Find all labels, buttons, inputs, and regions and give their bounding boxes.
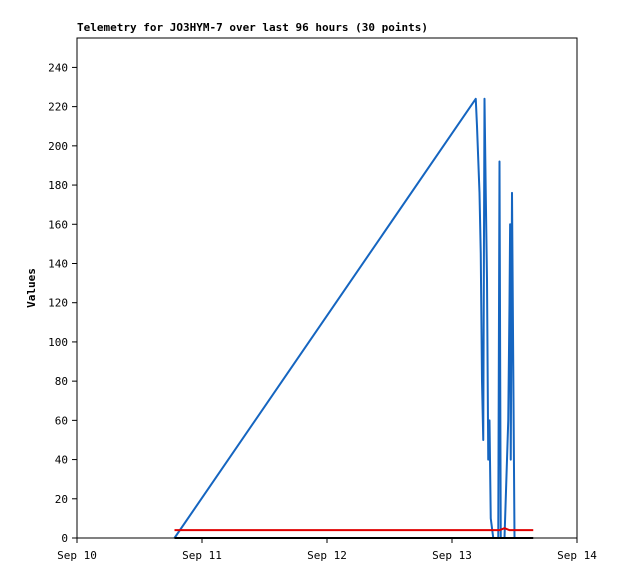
y-tick-label: 200 xyxy=(48,140,68,153)
x-tick-label: Sep 14 xyxy=(557,549,597,562)
plot-frame xyxy=(76,37,578,539)
y-tick-label: 0 xyxy=(61,532,68,545)
x-tick-label: Sep 12 xyxy=(307,549,347,562)
y-tick-label: 120 xyxy=(48,297,68,310)
y-axis-label: Values xyxy=(25,268,38,308)
series-line xyxy=(173,97,516,539)
y-tick-label: 140 xyxy=(48,257,68,270)
x-tick-label: Sep 10 xyxy=(57,549,97,562)
series-line xyxy=(174,527,534,532)
chart-title: Telemetry for JO3HYM-7 over last 96 hour… xyxy=(77,21,428,34)
y-tick-label: 20 xyxy=(55,493,68,506)
y-tick-label: 100 xyxy=(48,336,68,349)
y-tick-label: 60 xyxy=(55,414,68,427)
y-tick-label: 160 xyxy=(48,218,68,231)
y-tick-label: 180 xyxy=(48,179,68,192)
y-tick-label: 220 xyxy=(48,101,68,114)
y-tick-label: 40 xyxy=(55,454,68,467)
x-tick-label: Sep 11 xyxy=(182,549,222,562)
y-tick-label: 80 xyxy=(55,375,68,388)
y-tick-label: 240 xyxy=(48,61,68,74)
x-tick-label: Sep 13 xyxy=(432,549,472,562)
